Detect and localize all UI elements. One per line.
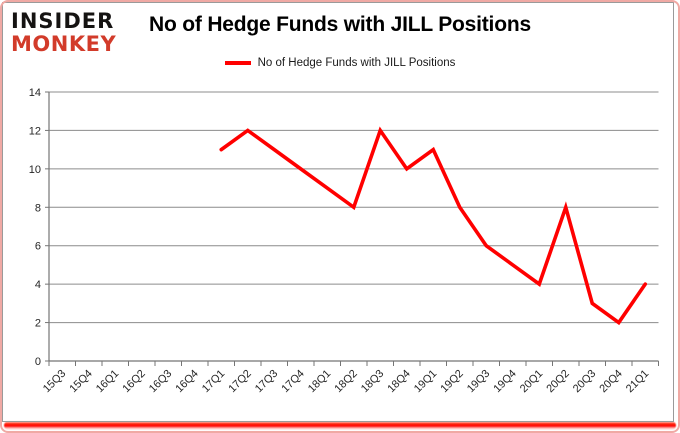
svg-text:20Q1: 20Q1 — [518, 368, 546, 396]
svg-text:16Q1: 16Q1 — [94, 368, 122, 396]
series-line — [219, 126, 648, 326]
x-axis-labels: 15Q315Q416Q116Q216Q316Q417Q117Q217Q317Q4… — [41, 368, 652, 396]
y-axis-labels: 0 2 4 6 8 10 12 14 — [29, 87, 41, 368]
axes — [48, 92, 659, 366]
insider-monkey-logo: INSIDER MONKEY — [11, 9, 116, 56]
legend-line-swatch — [224, 61, 251, 65]
svg-text:20Q4: 20Q4 — [597, 368, 625, 396]
chart-title: No of Hedge Funds with JILL Positions — [149, 13, 531, 36]
svg-text:19Q3: 19Q3 — [465, 368, 493, 396]
svg-text:0: 0 — [35, 356, 41, 368]
svg-text:6: 6 — [35, 241, 41, 253]
svg-text:18Q3: 18Q3 — [359, 368, 387, 396]
svg-text:16Q2: 16Q2 — [120, 368, 148, 396]
svg-text:8: 8 — [35, 202, 41, 214]
svg-text:15Q3: 15Q3 — [41, 368, 69, 396]
legend-label: No of Hedge Funds with JILL Positions — [257, 57, 456, 69]
svg-text:19Q2: 19Q2 — [438, 368, 466, 396]
svg-text:21Q1: 21Q1 — [624, 368, 652, 396]
svg-text:20Q3: 20Q3 — [571, 368, 599, 396]
svg-text:4: 4 — [35, 279, 41, 291]
svg-text:14: 14 — [29, 87, 41, 99]
logo-line-monkey: MONKEY — [11, 32, 117, 56]
svg-text:17Q1: 17Q1 — [200, 368, 228, 396]
svg-text:20Q2: 20Q2 — [544, 368, 572, 396]
svg-text:12: 12 — [29, 125, 41, 137]
svg-text:17Q2: 17Q2 — [226, 368, 254, 396]
svg-text:2: 2 — [35, 318, 41, 330]
svg-text:17Q4: 17Q4 — [279, 368, 307, 396]
svg-text:15Q4: 15Q4 — [67, 368, 95, 396]
svg-text:17Q3: 17Q3 — [253, 368, 281, 396]
logo-line-insider: INSIDER — [11, 8, 115, 34]
svg-text:18Q1: 18Q1 — [306, 368, 334, 396]
svg-text:16Q4: 16Q4 — [173, 368, 201, 396]
svg-text:19Q1: 19Q1 — [412, 368, 440, 396]
svg-text:19Q4: 19Q4 — [491, 368, 519, 396]
svg-text:18Q4: 18Q4 — [385, 368, 413, 396]
svg-text:10: 10 — [29, 164, 41, 176]
legend: No of Hedge Funds with JILL Positions — [0, 57, 680, 69]
svg-text:18Q2: 18Q2 — [332, 368, 360, 396]
gridlines — [45, 91, 659, 362]
svg-text:16Q3: 16Q3 — [147, 368, 175, 396]
